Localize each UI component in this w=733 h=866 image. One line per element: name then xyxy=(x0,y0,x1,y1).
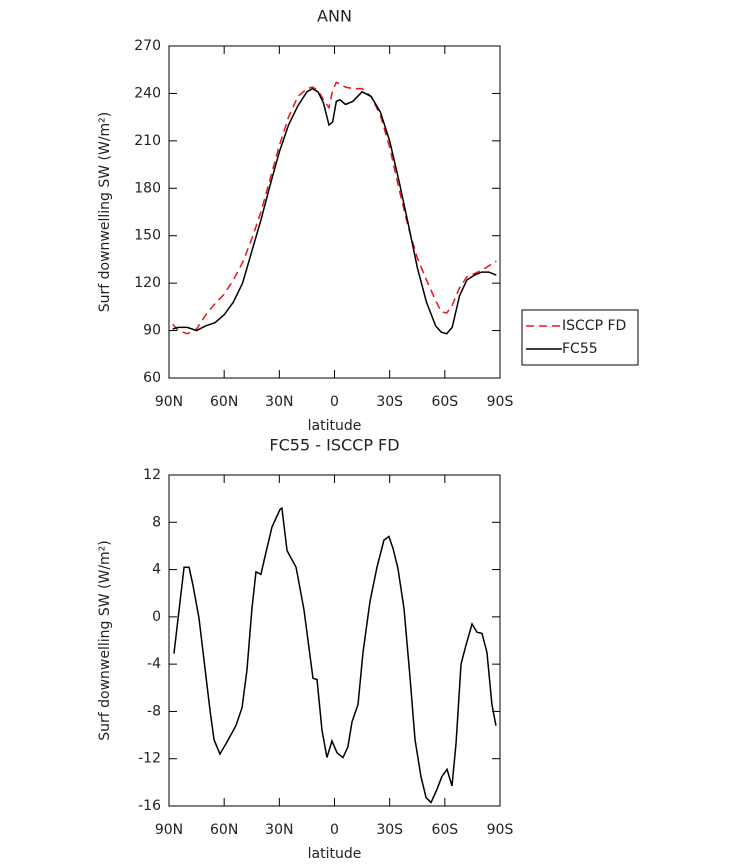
x-tick-label: 30N xyxy=(265,394,293,410)
y-tick-label: 8 xyxy=(152,514,161,530)
legend-label: FC55 xyxy=(562,341,598,357)
plot-frame xyxy=(168,45,501,379)
legend-box xyxy=(521,309,639,366)
y-tick-label: 60 xyxy=(143,370,161,386)
data-line xyxy=(173,506,497,804)
x-tick-label: 90N xyxy=(155,822,183,838)
y-tick-label: 270 xyxy=(134,38,161,54)
y-tick-label: 4 xyxy=(152,562,161,578)
y-tick-label: -12 xyxy=(138,751,161,767)
y-tick-label: -16 xyxy=(138,798,161,814)
x-tick-label: 30S xyxy=(376,822,403,838)
y-tick-label: 0 xyxy=(152,609,161,625)
x-axis-label: latitude xyxy=(308,846,362,862)
y-tick-label: 12 xyxy=(143,467,161,483)
legend-label: ISCCP FD xyxy=(562,318,626,334)
y-tick-label: -8 xyxy=(147,703,161,719)
x-tick-label: 90S xyxy=(487,822,514,838)
plot-frame xyxy=(168,474,501,807)
x-axis-label: latitude xyxy=(308,418,362,434)
x-tick-label: 30S xyxy=(376,394,403,410)
chart-title: ANN xyxy=(317,7,352,26)
data-line xyxy=(172,81,497,335)
x-tick-label: 60N xyxy=(210,822,238,838)
x-tick-label: 60S xyxy=(431,394,458,410)
y-axis-label: Surf downwelling SW (W/m²) xyxy=(97,112,113,313)
x-tick-label: 0 xyxy=(330,394,339,410)
x-tick-label: 30N xyxy=(265,822,293,838)
data-line xyxy=(172,87,497,335)
chart-title: FC55 - ISCCP FD xyxy=(269,436,399,455)
y-axis-label: Surf downwelling SW (W/m²) xyxy=(97,540,113,741)
y-tick-label: 210 xyxy=(134,133,161,149)
x-tick-label: 90N xyxy=(155,394,183,410)
y-tick-label: 150 xyxy=(134,228,161,244)
y-tick-label: 240 xyxy=(134,85,161,101)
x-tick-label: 60N xyxy=(210,394,238,410)
x-tick-label: 60S xyxy=(431,822,458,838)
y-tick-label: -4 xyxy=(147,656,161,672)
x-tick-label: 0 xyxy=(330,822,339,838)
y-tick-label: 90 xyxy=(143,323,161,339)
x-tick-label: 90S xyxy=(487,394,514,410)
y-tick-label: 180 xyxy=(134,180,161,196)
y-tick-label: 120 xyxy=(134,275,161,291)
